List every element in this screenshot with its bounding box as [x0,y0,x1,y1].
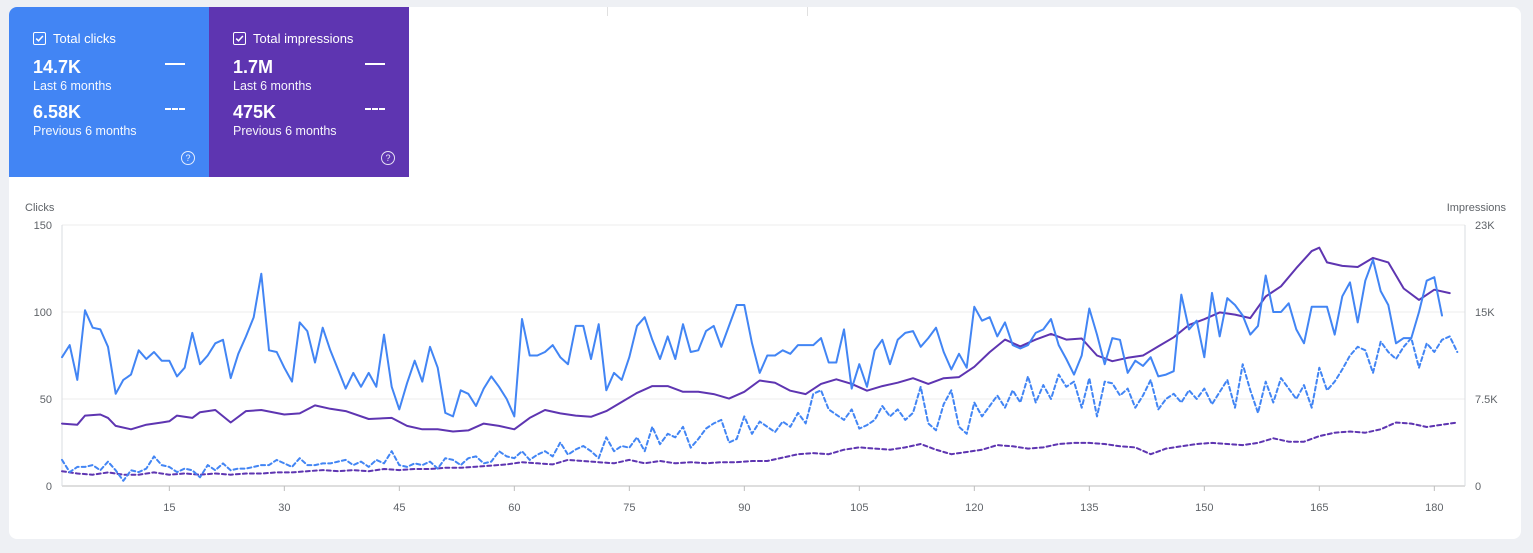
clicks-previous-value: 6.58K [33,102,82,122]
impressions-previous-period-label: Previous 6 months [233,124,337,138]
dashed-line-legend-icon [165,108,185,110]
x-tick-label: 30 [278,502,290,514]
impressions-last-period-label: Last 6 months [233,79,312,93]
total-impressions-tab[interactable]: Total impressions 1.7M Last 6 months 475… [209,7,409,177]
right-tick-label: 15K [1475,307,1495,319]
gridlines [61,224,1466,487]
clicks-last-period-label: Last 6 months [33,79,112,93]
total-impressions-last-series-line [61,246,1451,433]
solid-line-legend-icon [165,63,185,65]
x-tick-label: 120 [965,502,983,514]
x-tick-label: 45 [393,502,405,514]
help-icon[interactable]: ? [381,151,395,165]
x-tick-label: 165 [1310,502,1328,514]
x-tick-label: 135 [1080,502,1098,514]
x-tick-label: 75 [623,502,635,514]
series-lines [61,246,1459,482]
total-clicks-last-series-line [61,258,1443,418]
checkbox-checked-icon[interactable] [233,32,246,45]
dashed-line-legend-icon [365,108,385,110]
impressions-previous-value: 475K [233,102,277,122]
total-clicks-label: Total clicks [53,31,116,46]
solid-line-legend-icon [365,63,385,65]
clicks-previous-period-label: Previous 6 months [33,124,137,138]
top-divider [607,7,608,16]
performance-chart[interactable]: Clicks Impressions 0 0 50 7.5K 100 15K 150 23K 1… [9,7,1521,539]
impressions-last-value: 1.7M [233,57,274,77]
left-tick-label: 100 [34,307,52,319]
left-tick-label: 150 [34,220,52,232]
x-tick-label: 105 [850,502,868,514]
left-tick-label: 0 [46,481,52,493]
total-impressions-previous-series-line [61,421,1459,476]
x-tick-label: 15 [163,502,175,514]
x-tick-label: 90 [738,502,750,514]
right-tick-label: 0 [1475,481,1481,493]
x-tick-label: 180 [1425,502,1443,514]
x-tick-label: 60 [508,502,520,514]
performance-card: Total clicks 14.7K Last 6 months 6.58K P… [9,7,1521,539]
help-icon[interactable]: ? [181,151,195,165]
left-axis-title: Clicks [25,202,55,214]
right-axis-title: Impressions [1447,202,1507,214]
total-clicks-tab[interactable]: Total clicks 14.7K Last 6 months 6.58K P… [9,7,209,177]
axis-ticks: 0 0 50 7.5K 100 15K 150 23K 15 30 45 60 75 90 105 120 13… [34,220,1499,514]
left-tick-label: 50 [40,394,52,406]
top-divider [807,7,808,16]
x-tick-label: 150 [1195,502,1213,514]
right-tick-label: 23K [1475,220,1495,232]
total-clicks-previous-series-line [61,335,1459,482]
total-impressions-label: Total impressions [253,31,354,46]
right-tick-label: 7.5K [1475,394,1498,406]
clicks-last-value: 14.7K [33,57,82,77]
checkbox-checked-icon[interactable] [33,32,46,45]
